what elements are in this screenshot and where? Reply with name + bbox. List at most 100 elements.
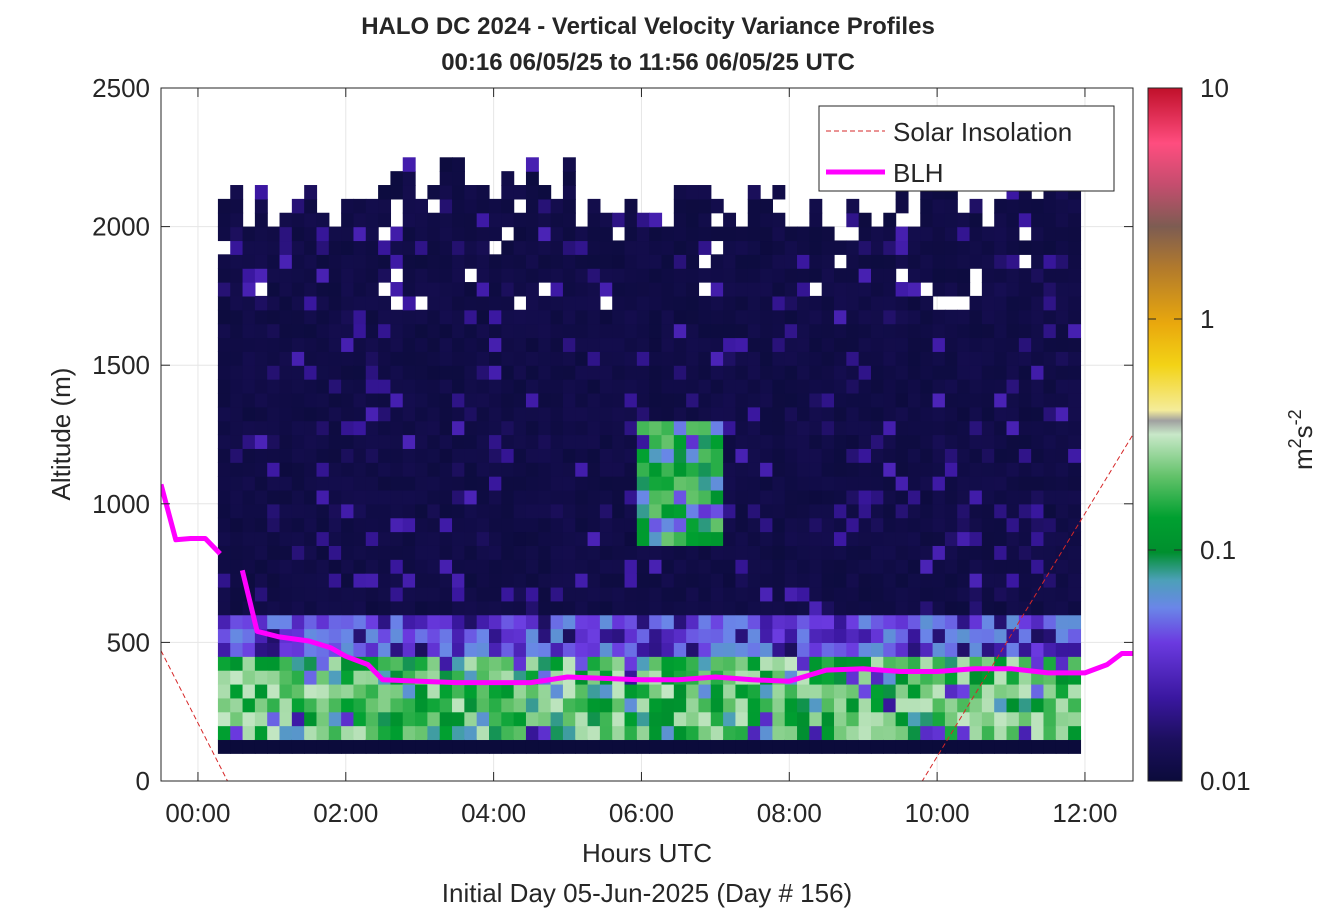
x-tick-label-3: 06:00 bbox=[609, 798, 674, 828]
heatmap-cell-815 bbox=[464, 503, 478, 519]
heatmap-cell-1065 bbox=[538, 406, 552, 422]
heatmap-cell-582 bbox=[390, 323, 404, 339]
heatmap-cell-1492 bbox=[673, 489, 687, 505]
heatmap-cell-2394 bbox=[957, 434, 971, 449]
heatmap-cell-534 bbox=[378, 448, 392, 463]
heatmap-cell-2335 bbox=[944, 697, 958, 713]
heatmap-cell-997 bbox=[513, 185, 527, 200]
heatmap-cell-1540 bbox=[686, 392, 700, 408]
heatmap-cell-1962 bbox=[821, 517, 835, 533]
heatmap-cell-357 bbox=[328, 711, 342, 727]
heatmap-cell-1891 bbox=[797, 434, 810, 449]
heatmap-cell-171 bbox=[267, 559, 281, 574]
heatmap-cell-2243 bbox=[907, 337, 921, 352]
heatmap-cell-2001 bbox=[834, 503, 847, 519]
heatmap-cell-1287 bbox=[612, 642, 626, 657]
heatmap-cell-1903 bbox=[797, 268, 810, 283]
heatmap-cell-2183 bbox=[895, 628, 909, 643]
heatmap-cell-2713 bbox=[1055, 379, 1069, 394]
heatmap-cell-2731 bbox=[1068, 697, 1082, 713]
heatmap-cell-2475 bbox=[981, 365, 995, 380]
heatmap-cell-20 bbox=[217, 462, 231, 477]
heatmap-cell-265 bbox=[291, 323, 305, 339]
heatmap-cell-2498 bbox=[994, 573, 1008, 588]
heatmap-cell-2224 bbox=[907, 600, 921, 616]
heatmap-cell-2708 bbox=[1055, 448, 1069, 463]
heatmap-cell-865 bbox=[476, 365, 490, 380]
heatmap-cell-514 bbox=[378, 725, 392, 741]
heatmap-cell-842 bbox=[476, 683, 490, 699]
heatmap-cell-9 bbox=[217, 614, 231, 630]
heatmap-cell-546 bbox=[378, 268, 392, 283]
heatmap-cell-136 bbox=[254, 489, 268, 505]
colorbar-tick-label-0: 0.01 bbox=[1200, 766, 1251, 796]
heatmap-cell-2551 bbox=[1006, 392, 1020, 408]
heatmap-cell-1241 bbox=[587, 198, 601, 214]
heatmap-cell-1222 bbox=[587, 462, 601, 477]
heatmap-cell-2311 bbox=[932, 476, 946, 491]
heatmap-cell-654 bbox=[415, 448, 428, 463]
heatmap-cell-1265 bbox=[599, 420, 613, 436]
heatmap-cell-2094 bbox=[858, 254, 872, 269]
heatmap-cell-791 bbox=[452, 240, 465, 255]
heatmap-cell-616 bbox=[402, 379, 416, 394]
heatmap-cell-2269 bbox=[920, 503, 934, 519]
heatmap-cell-2476 bbox=[981, 351, 995, 366]
heatmap-cell-2678 bbox=[1043, 295, 1057, 311]
heatmap-cell-1989 bbox=[834, 670, 847, 685]
heatmap-cell-1498 bbox=[673, 406, 687, 422]
heatmap-cell-1626 bbox=[710, 309, 724, 325]
heatmap-cell-1 bbox=[217, 725, 231, 741]
heatmap-cell-506 bbox=[365, 282, 379, 297]
heatmap-cell-1926 bbox=[809, 476, 823, 491]
heatmap-cell-2393 bbox=[957, 448, 971, 463]
heatmap-cell-1325 bbox=[624, 642, 638, 657]
heatmap-cell-2145 bbox=[883, 614, 897, 630]
heatmap-cell-780 bbox=[452, 392, 465, 408]
heatmap-cell-553 bbox=[390, 725, 404, 741]
heatmap-cell-1841 bbox=[784, 600, 798, 616]
heatmap-cell-1738 bbox=[747, 351, 761, 366]
heatmap-cell-6 bbox=[217, 656, 231, 671]
heatmap-cell-1755 bbox=[760, 683, 773, 699]
heatmap-cell-1664 bbox=[723, 309, 737, 325]
heatmap-cell-1338 bbox=[624, 462, 638, 477]
heatmap-cell-1825 bbox=[772, 268, 786, 283]
heatmap-cell-1654 bbox=[723, 448, 737, 463]
heatmap-cell-718 bbox=[439, 656, 453, 671]
heatmap-cell-2533 bbox=[1006, 642, 1020, 657]
heatmap-cell-1678 bbox=[735, 656, 749, 671]
heatmap-cell-1901 bbox=[797, 295, 810, 311]
heatmap-cell-1551 bbox=[686, 240, 700, 255]
heatmap-cell-374 bbox=[328, 476, 342, 491]
heatmap-cell-2606 bbox=[1031, 739, 1045, 754]
heatmap-cell-326 bbox=[316, 600, 330, 616]
heatmap-cell-2059 bbox=[858, 739, 872, 754]
heatmap-cell-1233 bbox=[587, 309, 601, 325]
heatmap-cell-1594 bbox=[698, 185, 712, 200]
heatmap-cell-624 bbox=[402, 268, 416, 283]
heatmap-cell-2666 bbox=[1043, 462, 1057, 477]
heatmap-cell-1955 bbox=[821, 614, 835, 630]
heatmap-cell-2372 bbox=[957, 739, 971, 754]
heatmap-cell-1242 bbox=[599, 739, 613, 754]
heatmap-cell-2465 bbox=[981, 503, 995, 519]
heatmap-cell-1096 bbox=[550, 531, 564, 546]
heatmap-cell-2535 bbox=[1006, 614, 1020, 630]
heatmap-cell-1647 bbox=[723, 545, 737, 560]
heatmap-cell-276 bbox=[304, 725, 318, 741]
heatmap-cell-1116 bbox=[550, 254, 564, 269]
heatmap-cell-1599 bbox=[710, 683, 724, 699]
heatmap-cell-132 bbox=[254, 545, 268, 560]
heatmap-cell-1927 bbox=[809, 462, 823, 477]
heatmap-cell-2524 bbox=[994, 212, 1008, 228]
heatmap-cell-566 bbox=[390, 545, 404, 560]
heatmap-cell-1088 bbox=[550, 642, 564, 657]
heatmap-cell-1620 bbox=[710, 392, 724, 408]
heatmap-cell-1379 bbox=[636, 448, 650, 463]
heatmap-cell-731 bbox=[439, 476, 453, 491]
heatmap-cell-2507 bbox=[994, 448, 1008, 463]
heatmap-cell-538 bbox=[378, 392, 392, 408]
heatmap-cell-1390 bbox=[636, 295, 650, 311]
heatmap-cell-1970 bbox=[821, 406, 835, 422]
